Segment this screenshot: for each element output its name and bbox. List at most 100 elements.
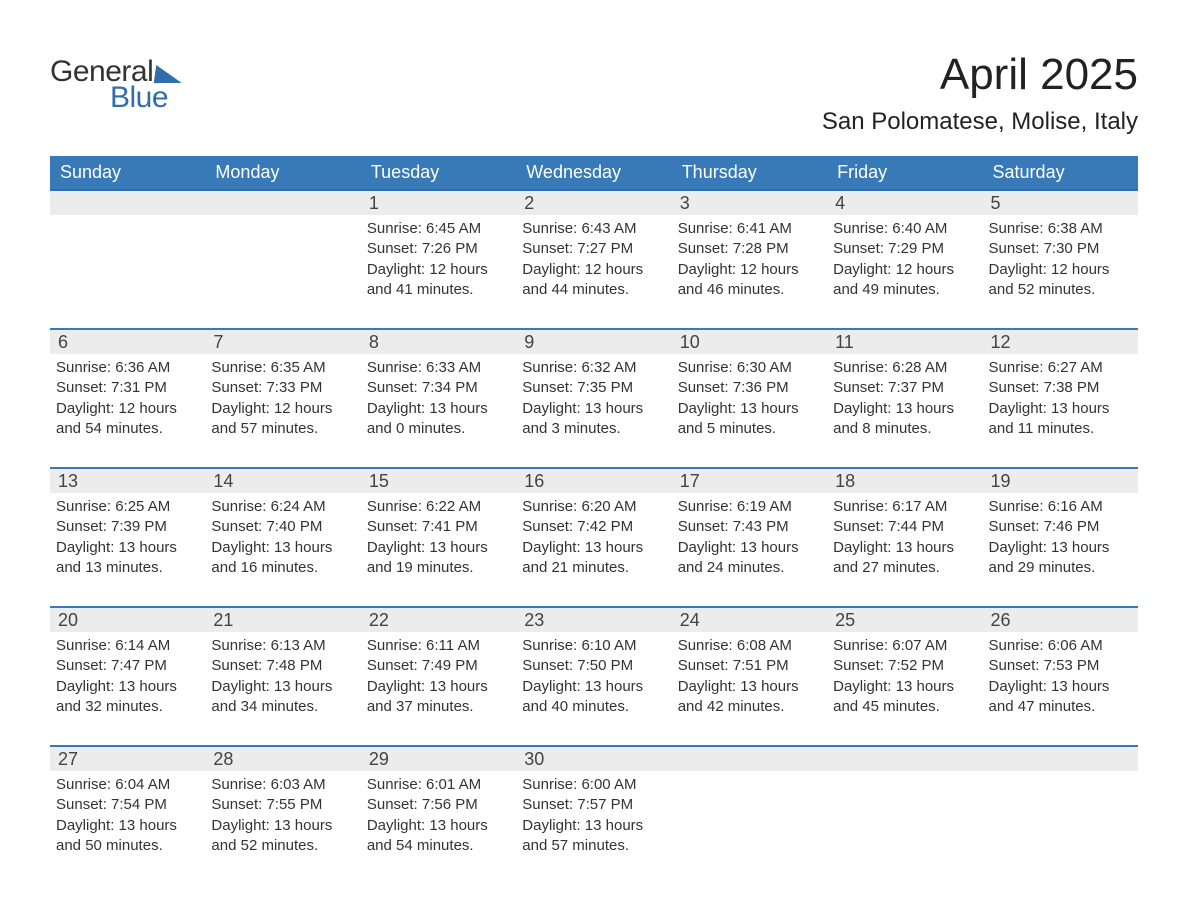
day-blank [205, 191, 360, 215]
daylight-line1: Daylight: 13 hours [211, 677, 352, 697]
weekday-header: Sunday [50, 156, 205, 190]
day-number: 30 [516, 747, 671, 771]
sunrise-line: Sunrise: 6:43 AM [522, 219, 663, 239]
day-body [205, 215, 360, 325]
sunrise-line: Sunrise: 6:14 AM [56, 636, 197, 656]
daylight-line1: Daylight: 12 hours [522, 260, 663, 280]
day-number: 5 [983, 191, 1138, 215]
day-body: Sunrise: 6:41 AMSunset: 7:28 PMDaylight:… [672, 215, 827, 328]
sunrise-line: Sunrise: 6:28 AM [833, 358, 974, 378]
week-row: 6Sunrise: 6:36 AMSunset: 7:31 PMDaylight… [50, 329, 1138, 468]
day-body: Sunrise: 6:07 AMSunset: 7:52 PMDaylight:… [827, 632, 982, 745]
day-cell: 26Sunrise: 6:06 AMSunset: 7:53 PMDayligh… [983, 607, 1138, 746]
sunrise-line: Sunrise: 6:10 AM [522, 636, 663, 656]
day-cell: 16Sunrise: 6:20 AMSunset: 7:42 PMDayligh… [516, 468, 671, 607]
day-cell: 12Sunrise: 6:27 AMSunset: 7:38 PMDayligh… [983, 329, 1138, 468]
day-number: 7 [205, 330, 360, 354]
day-number: 20 [50, 608, 205, 632]
day-body: Sunrise: 6:28 AMSunset: 7:37 PMDaylight:… [827, 354, 982, 467]
sunset-line: Sunset: 7:51 PM [678, 656, 819, 676]
day-body: Sunrise: 6:32 AMSunset: 7:35 PMDaylight:… [516, 354, 671, 467]
day-cell: 4Sunrise: 6:40 AMSunset: 7:29 PMDaylight… [827, 190, 982, 329]
daylight-line1: Daylight: 13 hours [522, 538, 663, 558]
day-number: 22 [361, 608, 516, 632]
day-cell: 8Sunrise: 6:33 AMSunset: 7:34 PMDaylight… [361, 329, 516, 468]
sunrise-line: Sunrise: 6:40 AM [833, 219, 974, 239]
day-cell: 22Sunrise: 6:11 AMSunset: 7:49 PMDayligh… [361, 607, 516, 746]
daylight-line2: and 42 minutes. [678, 697, 819, 717]
day-body: Sunrise: 6:10 AMSunset: 7:50 PMDaylight:… [516, 632, 671, 745]
day-body: Sunrise: 6:01 AMSunset: 7:56 PMDaylight:… [361, 771, 516, 884]
day-body: Sunrise: 6:40 AMSunset: 7:29 PMDaylight:… [827, 215, 982, 328]
day-number: 13 [50, 469, 205, 493]
sunset-line: Sunset: 7:35 PM [522, 378, 663, 398]
sunrise-line: Sunrise: 6:33 AM [367, 358, 508, 378]
daylight-line2: and 46 minutes. [678, 280, 819, 300]
day-cell: 24Sunrise: 6:08 AMSunset: 7:51 PMDayligh… [672, 607, 827, 746]
sunrise-line: Sunrise: 6:25 AM [56, 497, 197, 517]
weekday-header: Saturday [983, 156, 1138, 190]
sunset-line: Sunset: 7:42 PM [522, 517, 663, 537]
day-body: Sunrise: 6:33 AMSunset: 7:34 PMDaylight:… [361, 354, 516, 467]
daylight-line1: Daylight: 13 hours [56, 816, 197, 836]
day-number: 16 [516, 469, 671, 493]
day-cell: 11Sunrise: 6:28 AMSunset: 7:37 PMDayligh… [827, 329, 982, 468]
day-number: 2 [516, 191, 671, 215]
sunset-line: Sunset: 7:48 PM [211, 656, 352, 676]
sunrise-line: Sunrise: 6:24 AM [211, 497, 352, 517]
day-body: Sunrise: 6:25 AMSunset: 7:39 PMDaylight:… [50, 493, 205, 606]
sunset-line: Sunset: 7:36 PM [678, 378, 819, 398]
sunrise-line: Sunrise: 6:30 AM [678, 358, 819, 378]
day-cell: 20Sunrise: 6:14 AMSunset: 7:47 PMDayligh… [50, 607, 205, 746]
day-cell: 2 Sunrise: 6:43 AMSunset: 7:27 PMDaylight… [516, 190, 671, 329]
sunrise-line: Sunrise: 6:06 AM [989, 636, 1130, 656]
daylight-line2: and 57 minutes. [522, 836, 663, 856]
day-number: 23 [516, 608, 671, 632]
weekday-header-row: SundayMondayTuesdayWednesdayThursdayFrid… [50, 156, 1138, 190]
daylight-line2: and 37 minutes. [367, 697, 508, 717]
daylight-line1: Daylight: 13 hours [833, 399, 974, 419]
day-number: 8 [361, 330, 516, 354]
day-cell [827, 746, 982, 884]
week-row: 13Sunrise: 6:25 AMSunset: 7:39 PMDayligh… [50, 468, 1138, 607]
day-number: 3 [672, 191, 827, 215]
sunrise-line: Sunrise: 6:16 AM [989, 497, 1130, 517]
daylight-line1: Daylight: 13 hours [367, 677, 508, 697]
day-cell: 18Sunrise: 6:17 AMSunset: 7:44 PMDayligh… [827, 468, 982, 607]
sunset-line: Sunset: 7:54 PM [56, 795, 197, 815]
daylight-line1: Daylight: 13 hours [522, 816, 663, 836]
daylight-line2: and 50 minutes. [56, 836, 197, 856]
daylight-line2: and 52 minutes. [989, 280, 1130, 300]
day-body: Sunrise: 6:06 AMSunset: 7:53 PMDaylight:… [983, 632, 1138, 745]
sunrise-line: Sunrise: 6:20 AM [522, 497, 663, 517]
week-row: 1Sunrise: 6:45 AMSunset: 7:26 PMDaylight… [50, 190, 1138, 329]
daylight-line2: and 3 minutes. [522, 419, 663, 439]
daylight-line1: Daylight: 12 hours [989, 260, 1130, 280]
day-blank [827, 747, 982, 771]
day-cell: 28Sunrise: 6:03 AMSunset: 7:55 PMDayligh… [205, 746, 360, 884]
daylight-line2: and 13 minutes. [56, 558, 197, 578]
day-number: 25 [827, 608, 982, 632]
day-body: Sunrise: 6:00 AMSunset: 7:57 PMDaylight:… [516, 771, 671, 884]
daylight-line2: and 57 minutes. [211, 419, 352, 439]
title-block: April 2025 San Polomatese, Molise, Italy [822, 50, 1138, 136]
day-body: Sunrise: 6:20 AMSunset: 7:42 PMDaylight:… [516, 493, 671, 606]
calendar-header: SundayMondayTuesdayWednesdayThursdayFrid… [50, 156, 1138, 190]
day-cell: 6Sunrise: 6:36 AMSunset: 7:31 PMDaylight… [50, 329, 205, 468]
day-cell: 29Sunrise: 6:01 AMSunset: 7:56 PMDayligh… [361, 746, 516, 884]
day-body: Sunrise: 6:27 AMSunset: 7:38 PMDaylight:… [983, 354, 1138, 467]
day-number: 12 [983, 330, 1138, 354]
day-body: Sunrise: 6:16 AMSunset: 7:46 PMDaylight:… [983, 493, 1138, 606]
daylight-line2: and 11 minutes. [989, 419, 1130, 439]
sunset-line: Sunset: 7:41 PM [367, 517, 508, 537]
daylight-line1: Daylight: 13 hours [56, 677, 197, 697]
sunset-line: Sunset: 7:57 PM [522, 795, 663, 815]
daylight-line2: and 44 minutes. [522, 280, 663, 300]
sunset-line: Sunset: 7:38 PM [989, 378, 1130, 398]
day-cell: 5Sunrise: 6:38 AMSunset: 7:30 PMDaylight… [983, 190, 1138, 329]
sunset-line: Sunset: 7:26 PM [367, 239, 508, 259]
daylight-line2: and 27 minutes. [833, 558, 974, 578]
day-cell: 10Sunrise: 6:30 AMSunset: 7:36 PMDayligh… [672, 329, 827, 468]
sunset-line: Sunset: 7:50 PM [522, 656, 663, 676]
sunset-line: Sunset: 7:27 PM [522, 239, 663, 259]
